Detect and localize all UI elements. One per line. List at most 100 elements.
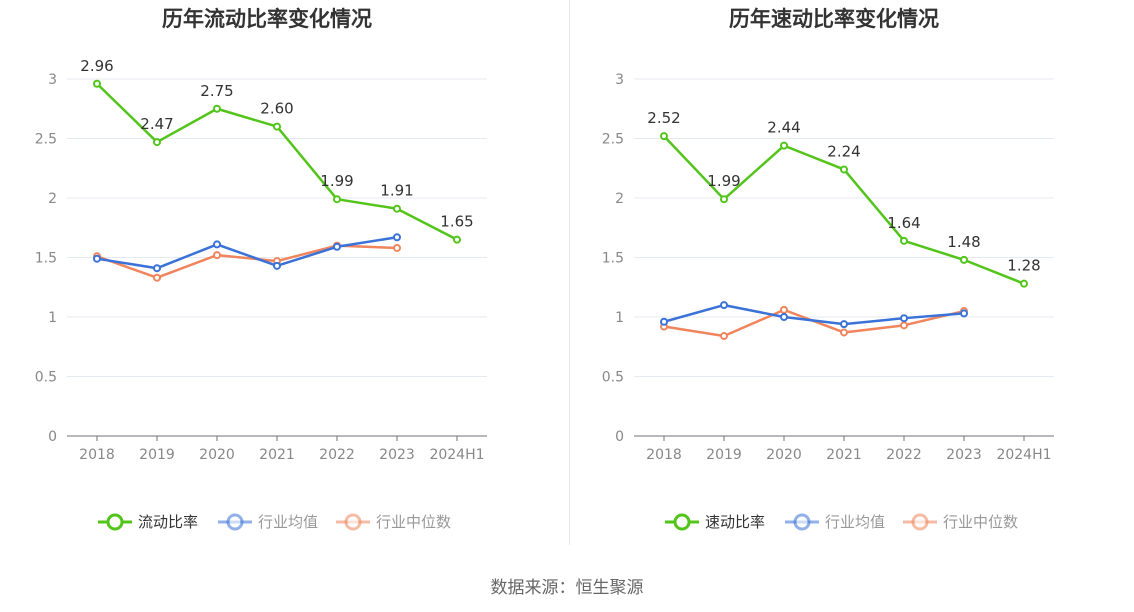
chart-divider [569, 0, 570, 545]
data-label: 2.47 [140, 115, 173, 133]
legend-marker-icon [911, 513, 929, 531]
data-source-note: 数据来源：恒生聚源 [490, 578, 644, 598]
data-point[interactable] [453, 235, 461, 244]
data-point[interactable] [660, 132, 668, 141]
quick-ratio-svg: 历年速动比率变化情况 0 0.5 1 1.5 2 2.5 3 2018 2019 2020 2021 2… [602, 7, 1054, 531]
data-point[interactable] [900, 321, 908, 330]
data-point[interactable] [960, 309, 968, 318]
data-label: 2.60 [260, 100, 293, 118]
legend-marker-icon [344, 513, 362, 531]
x-tick-label: 2023 [379, 447, 415, 463]
x-tick-label: 2021 [826, 447, 862, 463]
data-point[interactable] [93, 79, 101, 88]
data-point[interactable] [900, 236, 908, 245]
x-tick-label: 2019 [706, 447, 742, 463]
data-label: 1.48 [947, 233, 980, 251]
data-label: 2.44 [767, 119, 800, 137]
x-tick-label: 2019 [139, 447, 175, 463]
data-point[interactable] [153, 273, 161, 282]
data-point[interactable] [780, 313, 788, 321]
y-tick-label: 2.5 [602, 132, 624, 148]
y-tick-label: 0 [48, 429, 57, 445]
legend-label: 行业均值 [258, 513, 318, 531]
data-point[interactable] [333, 242, 341, 251]
legend-item[interactable]: 行业均值 [785, 513, 885, 531]
data-point[interactable] [213, 251, 221, 260]
quick-ratio-chart: 历年速动比率变化情况 0 0.5 1 1.5 2 2.5 3 2018 2019 2020 2021 2… [567, 0, 1134, 560]
y-tick-label: 2 [48, 191, 57, 207]
y-tick-label: 0 [615, 429, 624, 445]
data-label: 1.99 [320, 172, 353, 190]
x-tick-label: 2022 [886, 447, 922, 463]
legend-item[interactable]: 流动比率 [98, 513, 198, 531]
y-tick-label: 1.5 [602, 251, 624, 267]
y-tick-label: 3 [615, 72, 624, 88]
data-point[interactable] [393, 243, 401, 252]
data-point[interactable] [273, 122, 281, 131]
data-label: 2.75 [200, 82, 233, 100]
x-tick-label: 2023 [946, 447, 982, 463]
data-point[interactable] [273, 261, 281, 270]
x-tick-label: 2020 [766, 447, 802, 463]
data-point[interactable] [393, 233, 401, 242]
x-tick-label: 2021 [259, 447, 295, 463]
x-tick-label: 2024H1 [996, 447, 1051, 463]
x-tick-label: 2018 [79, 447, 115, 463]
legend-item[interactable]: 行业中位数 [903, 513, 1018, 531]
y-tick-label: 0.5 [602, 370, 624, 386]
legend-marker-icon [793, 513, 811, 531]
legend-label: 速动比率 [705, 513, 765, 531]
data-point[interactable] [153, 138, 161, 147]
y-tick-label: 0.5 [35, 370, 57, 386]
current-ratio-chart: 历年流动比率变化情况 0 0.5 1 1.5 2 2.5 3 2018 2019 2020 2021 2… [0, 0, 567, 560]
x-tick-label: 2020 [199, 447, 235, 463]
data-point[interactable] [393, 204, 401, 213]
series-line-1 [96, 236, 398, 270]
legend-marker-icon [106, 513, 124, 531]
data-label: 2.52 [647, 109, 680, 127]
y-tick-label: 2 [615, 191, 624, 207]
legend-item[interactable]: 行业中位数 [336, 513, 451, 531]
legend-label: 行业中位数 [943, 513, 1018, 531]
x-tick-label: 2018 [646, 447, 682, 463]
data-point[interactable] [780, 141, 788, 150]
data-point[interactable] [840, 165, 848, 174]
data-point[interactable] [900, 314, 908, 323]
data-point[interactable] [153, 264, 161, 273]
x-tick-label: 2022 [319, 447, 355, 463]
y-tick-label: 1.5 [35, 251, 57, 267]
legend-item[interactable]: 行业均值 [218, 513, 318, 531]
data-point[interactable] [840, 320, 848, 329]
data-point[interactable] [720, 332, 728, 341]
data-point[interactable] [333, 195, 341, 204]
series-line-2 [663, 308, 965, 338]
data-point[interactable] [93, 254, 101, 263]
series-line-1 [663, 303, 965, 326]
data-point[interactable] [840, 328, 848, 337]
current-ratio-svg: 历年流动比率变化情况 0 0.5 1 1.5 2 2.5 3 2018 2019 2020 2021 2… [35, 7, 487, 531]
x-tick-label: 2024H1 [429, 447, 484, 463]
chart-title: 历年速动比率变化情况 [729, 7, 939, 31]
data-point[interactable] [213, 240, 221, 249]
data-point[interactable] [660, 317, 668, 326]
data-point[interactable] [960, 255, 968, 264]
data-label: 2.24 [827, 142, 860, 160]
data-point[interactable] [780, 305, 788, 314]
data-point[interactable] [720, 301, 728, 310]
chart-title: 历年流动比率变化情况 [162, 7, 372, 31]
data-label: 1.28 [1007, 257, 1040, 275]
legend-item[interactable]: 速动比率 [665, 513, 765, 531]
data-label: 1.91 [380, 182, 413, 200]
data-label: 1.99 [707, 172, 740, 190]
series-line-2 [96, 244, 398, 279]
legend-label: 流动比率 [138, 513, 198, 531]
data-label: 1.65 [440, 213, 473, 231]
legend-marker-icon [673, 513, 691, 531]
data-point[interactable] [1020, 279, 1028, 288]
legend-label: 行业均值 [825, 513, 885, 531]
data-point[interactable] [213, 104, 221, 113]
y-tick-label: 3 [48, 72, 57, 88]
y-tick-label: 2.5 [35, 132, 57, 148]
y-tick-label: 1 [48, 310, 57, 326]
data-point[interactable] [720, 195, 728, 204]
